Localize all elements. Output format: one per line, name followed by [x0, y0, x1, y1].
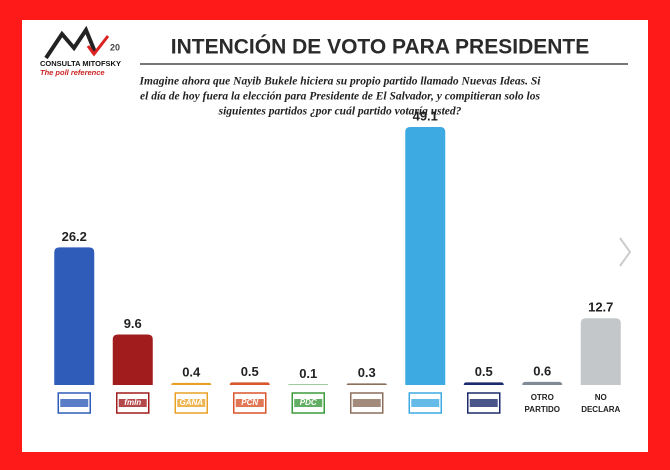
party-logo-band — [352, 399, 381, 407]
x-tick-label: PCN — [241, 398, 258, 407]
bar — [229, 382, 270, 385]
party-logo-band — [118, 399, 147, 407]
bar — [346, 383, 387, 385]
value-label: 49.1 — [413, 108, 438, 123]
bar — [580, 318, 621, 385]
logo-mark — [44, 25, 97, 60]
x-tick-label-line: DECLARA — [581, 405, 620, 414]
bar — [112, 334, 153, 385]
party-logo-band — [235, 399, 264, 407]
logo-check — [86, 35, 110, 57]
bar — [522, 381, 563, 385]
x-tick-label: OTRO PARTIDO — [525, 393, 560, 414]
x-tick-label-line: NO — [595, 393, 607, 402]
value-label: 0.3 — [358, 365, 376, 380]
subtitle-line: siguientes partidos ¿por cuál partido vo… — [218, 106, 462, 118]
subtitle-line: Imagine ahora que Nayib Bukele hiciera s… — [139, 76, 542, 88]
x-tick-label-line: PARTIDO — [525, 405, 560, 414]
bar — [405, 127, 446, 385]
value-label: 0.5 — [241, 364, 259, 379]
party-logo-band — [411, 399, 440, 407]
value-label: 26.2 — [62, 229, 87, 244]
party-logo-band — [294, 399, 323, 407]
x-tick-label: GANA — [179, 398, 203, 407]
value-label: 0.6 — [533, 363, 551, 378]
bar — [288, 384, 329, 385]
party-logo-band — [177, 399, 206, 407]
logo-years: 20 — [110, 42, 120, 52]
value-label: 9.6 — [124, 316, 142, 331]
party-logo-band — [60, 399, 89, 407]
value-label: 0.4 — [182, 364, 201, 379]
value-label: 0.5 — [475, 364, 493, 379]
chart-title: INTENCIÓN DE VOTO PARA PRESIDENTE — [171, 35, 590, 59]
next-arrow[interactable] — [619, 237, 632, 267]
bar — [463, 382, 504, 385]
subtitle-line: el día de hoy fuera la elección para Pre… — [140, 91, 540, 103]
value-label: 12.7 — [588, 300, 613, 315]
value-label: 0.1 — [299, 366, 317, 381]
bar — [54, 247, 95, 385]
bar — [171, 382, 212, 385]
x-tick-label: fmln — [124, 398, 141, 407]
x-tick-label: PDC — [300, 398, 317, 407]
party-logo-band — [469, 399, 498, 407]
logo-name: CONSULTA MITOFSKY — [40, 59, 121, 68]
logo-tagline: The poll reference — [40, 68, 105, 77]
x-tick-label: NO DECLARA — [581, 393, 620, 414]
x-tick-label-line: OTRO — [531, 393, 554, 402]
